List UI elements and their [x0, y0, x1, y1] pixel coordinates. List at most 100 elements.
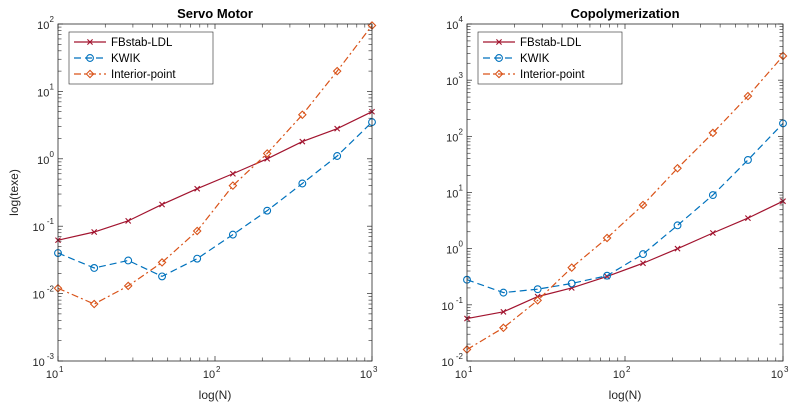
- data-point: [673, 163, 682, 173]
- x-tick-label: 10: [455, 369, 467, 381]
- data-point: [567, 279, 576, 288]
- legend-entry: Interior-point: [74, 69, 176, 81]
- data-point: [533, 285, 542, 294]
- data-point: [229, 170, 236, 177]
- y-tick-label: 10: [446, 20, 458, 32]
- legend-label: FBstab-LDL: [111, 37, 173, 49]
- data-point: [91, 229, 98, 235]
- legend: FBstab-LDL KWIK Interior-point: [68, 31, 214, 85]
- series-line: [57, 25, 373, 305]
- chart-title: Copolymerization: [570, 6, 679, 21]
- y-tick-label: 10: [446, 132, 458, 144]
- y-tick-label: 10: [442, 301, 454, 313]
- data-point: [89, 299, 99, 309]
- data-point: [708, 128, 718, 138]
- data-point: [709, 230, 716, 236]
- series-line: [466, 55, 784, 351]
- data-point: [157, 258, 167, 267]
- data-point: [123, 281, 133, 291]
- legend-entry: Interior-point: [483, 69, 585, 81]
- y-tick-label: 10: [33, 222, 45, 234]
- y-tick-label: 10: [37, 87, 49, 99]
- y-tick-exponent: 1: [459, 184, 464, 193]
- data-point: [500, 308, 507, 315]
- x-tick-exponent: 2: [626, 365, 631, 374]
- data-point: [263, 206, 272, 215]
- legend-label: FBstab-LDL: [520, 37, 582, 49]
- data-point: [298, 179, 307, 188]
- minor-ticks: [58, 24, 372, 361]
- legend-label: KWIK: [111, 53, 141, 65]
- series-fbstab-ldl: [55, 108, 375, 244]
- data-point: [334, 125, 341, 132]
- axes-box: [466, 23, 784, 362]
- y-tick-exponent: 1: [50, 82, 55, 91]
- x-tick-label: 10: [46, 369, 58, 381]
- data-point: [567, 263, 577, 272]
- data-point: [332, 66, 342, 76]
- data-point: [708, 191, 717, 200]
- data-point: [194, 185, 201, 192]
- y-tick-exponent: -2: [456, 352, 464, 361]
- legend-label: KWIK: [520, 53, 550, 65]
- data-point: [602, 233, 612, 243]
- y-tick-exponent: 2: [459, 127, 464, 136]
- data-point: [743, 91, 753, 101]
- legend-marker: [86, 54, 94, 62]
- y-tick-label: 10: [446, 189, 458, 201]
- x-tick-label: 10: [203, 369, 215, 381]
- data-point: [533, 296, 543, 305]
- data-point: [90, 264, 99, 272]
- legend-marker: [495, 54, 503, 62]
- series-line: [57, 121, 373, 278]
- legend-entry: FBstab-LDL: [74, 37, 173, 49]
- y-axis-label: log(texe): [7, 169, 21, 216]
- legend-marker: [87, 39, 93, 45]
- series-line: [466, 122, 784, 294]
- data-point: [264, 155, 271, 162]
- legend-entry: FBstab-LDL: [483, 37, 582, 49]
- series-line: [57, 111, 373, 241]
- data-point: [159, 201, 166, 208]
- data-point: [299, 138, 306, 145]
- data-point: [297, 110, 307, 120]
- x-tick-exponent: 3: [373, 365, 378, 374]
- legend-label: Interior-point: [520, 69, 585, 81]
- x-axis-label: log(N): [199, 388, 232, 402]
- y-tick-exponent: 2: [50, 15, 55, 24]
- data-point: [228, 181, 238, 190]
- x-tick-label: 10: [771, 369, 783, 381]
- data-point: [673, 221, 682, 230]
- data-point: [639, 250, 647, 259]
- data-point: [744, 215, 751, 222]
- data-point: [640, 260, 646, 267]
- chart-panel-2: 10 1 10 2 10 3-210-110010110210310410Copolyme…: [442, 6, 789, 402]
- data-point: [125, 217, 132, 224]
- y-tick-label: 10: [446, 245, 458, 257]
- y-tick-exponent: 0: [459, 240, 464, 249]
- y-tick-exponent: 4: [459, 15, 464, 24]
- y-tick-label: 10: [446, 76, 458, 88]
- x-axis-label: log(N): [609, 388, 642, 402]
- legend-label: Interior-point: [111, 69, 176, 81]
- series-kwik: [54, 118, 376, 281]
- data-point: [499, 323, 508, 333]
- axes-box: [57, 23, 373, 362]
- y-tick-exponent: -1: [456, 296, 464, 305]
- legend-entry: KWIK: [74, 53, 141, 65]
- data-point: [262, 149, 272, 158]
- data-point: [674, 245, 681, 252]
- y-tick-exponent: 0: [50, 150, 55, 159]
- legend-marker: [496, 39, 502, 45]
- legend-marker: [85, 69, 95, 79]
- minor-ticks: [467, 24, 783, 361]
- data-point: [192, 226, 202, 236]
- y-tick-exponent: 3: [459, 71, 464, 80]
- x-tick-label: 10: [360, 369, 372, 381]
- x-tick-label: 10: [613, 369, 625, 381]
- x-tick-exponent: 1: [59, 365, 64, 374]
- chart-title: Servo Motor: [177, 6, 253, 21]
- y-tick-label: 10: [33, 357, 45, 369]
